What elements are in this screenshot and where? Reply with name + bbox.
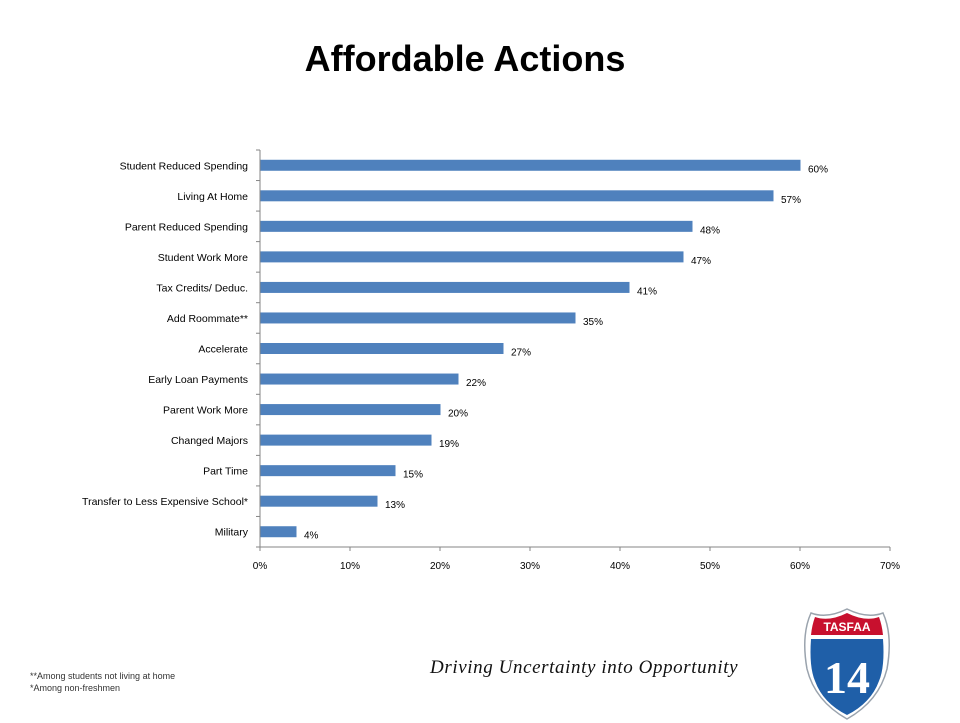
chart-title: Affordable Actions [304, 38, 626, 79]
data-label: 41% [637, 286, 657, 297]
bar [260, 251, 684, 263]
x-tick-label: 70% [880, 561, 900, 572]
bar [260, 434, 432, 446]
category-label: Tax Credits/ Deduc. [156, 282, 248, 294]
data-label: 48% [700, 225, 720, 236]
category-label: Part Time [203, 466, 248, 478]
category-label: Parent Work More [163, 405, 248, 417]
bar [260, 159, 801, 171]
category-label: Living At Home [177, 191, 248, 203]
x-tick-label: 30% [520, 561, 540, 572]
footnote-transfer: *Among non-freshmen [30, 683, 121, 693]
data-label: 22% [466, 378, 486, 389]
logo-name: TASFAA [823, 620, 870, 634]
bar [260, 190, 774, 202]
bar [260, 404, 441, 416]
x-tick-label: 10% [340, 561, 360, 572]
data-label: 47% [691, 256, 711, 267]
bar [260, 220, 693, 232]
category-label: Accelerate [198, 344, 248, 356]
bar [260, 281, 630, 293]
category-label: Parent Reduced Spending [125, 221, 248, 233]
x-tick-label: 20% [430, 561, 450, 572]
shield-bottom [810, 639, 884, 715]
bar [260, 343, 504, 354]
data-label: 13% [385, 500, 405, 511]
footnote-roommate: **Among students not living at home [30, 671, 176, 681]
bar-chart: 0% 10% 20% 30% 40% 50% 60% 70% Student Reduced S… [82, 149, 900, 572]
x-tick-label: 50% [700, 561, 720, 572]
logo-number: 14 [824, 652, 870, 703]
tagline: Driving Uncertainty into Opportunity [430, 657, 739, 678]
bar [260, 465, 396, 477]
data-label: 20% [448, 409, 468, 420]
bar [260, 495, 378, 507]
data-label: 27% [511, 348, 531, 359]
category-label: Student Reduced Spending [120, 160, 249, 172]
footnotes: **Among students not living at home *Amo… [30, 670, 175, 694]
data-label: 4% [304, 531, 319, 542]
category-label: Add Roommate** [167, 313, 248, 325]
bar [260, 312, 576, 324]
shield-top-band [811, 613, 883, 635]
category-label: Military [215, 527, 249, 539]
category-label: Student Work More [158, 252, 248, 264]
tasfaa-14-shield-logo: TASFAA 14 [804, 608, 890, 720]
data-label: 35% [583, 317, 603, 328]
data-label: 19% [439, 439, 459, 450]
category-label: Transfer to Less Expensive School* [82, 496, 248, 508]
x-tick-label: 60% [790, 561, 810, 572]
data-label: 57% [781, 195, 801, 206]
bar [260, 526, 297, 538]
x-tick-label: 40% [610, 561, 630, 572]
x-tick-label: 0% [253, 561, 268, 572]
category-label: Early Loan Payments [148, 374, 248, 386]
category-label: Changed Majors [171, 435, 248, 447]
data-label: 60% [808, 164, 828, 175]
bar [260, 373, 459, 385]
data-label: 15% [403, 470, 423, 481]
